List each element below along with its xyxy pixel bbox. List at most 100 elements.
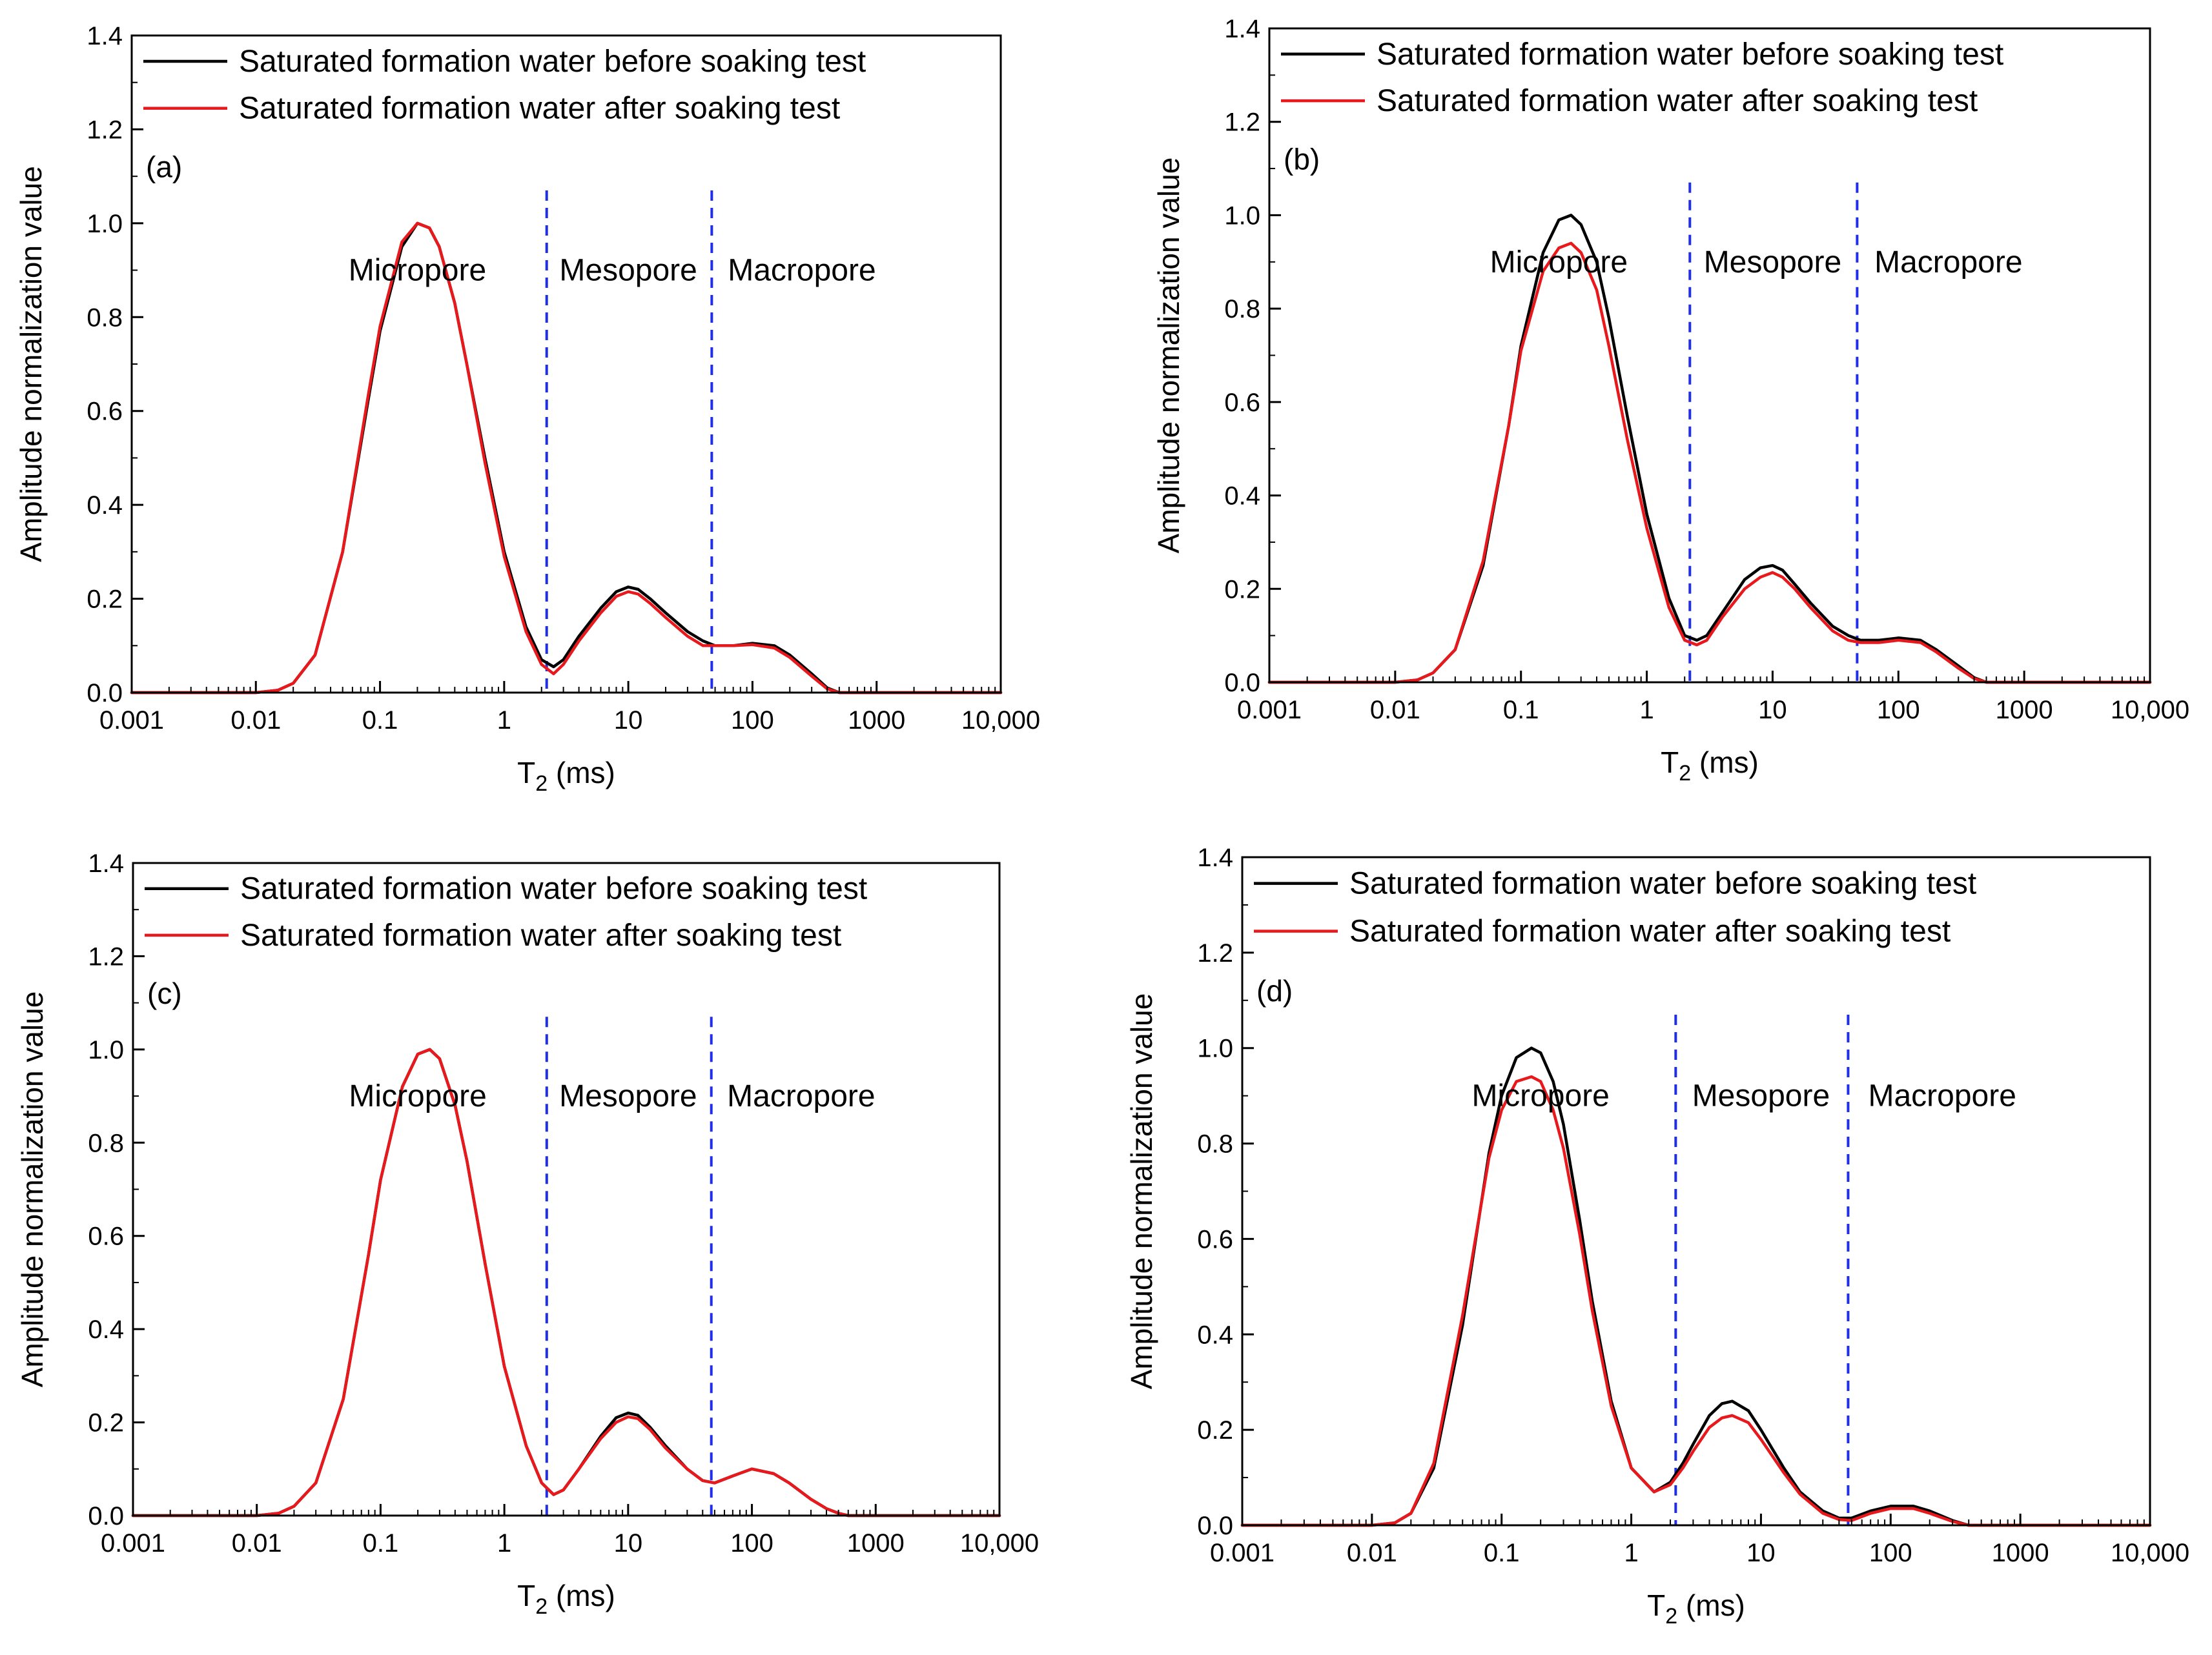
y-tick-label: 0.0 bbox=[1224, 669, 1260, 697]
y-tick-label: 1.0 bbox=[87, 210, 123, 238]
y-tick-label: 1.0 bbox=[88, 1036, 124, 1064]
y-tick-label: 0.6 bbox=[1197, 1225, 1233, 1254]
x-tick-label: 0.1 bbox=[362, 706, 398, 735]
x-tick-label: 0.001 bbox=[1210, 1539, 1275, 1567]
series-before-line bbox=[131, 1048, 1001, 1518]
y-tick-label: 0.2 bbox=[1197, 1416, 1233, 1445]
x-tick-label: 100 bbox=[731, 706, 774, 735]
plot-frame bbox=[1268, 27, 2151, 684]
x-tick-label: 0.01 bbox=[1347, 1539, 1397, 1567]
chart-panel-d: 0.001 0.01 0.1 1 10 100 1000 10,000 0.0 0.2 0.4 0.6… bbox=[1125, 844, 2189, 1629]
chart-panel-a: 0.001 0.01 0.1 1 10 100 1000 10,000 0.0 0.2 0.4 0.6… bbox=[14, 22, 1040, 796]
series-before-line bbox=[1240, 1046, 2152, 1527]
series-before-line bbox=[130, 221, 1003, 695]
x-tick-label: 10,000 bbox=[2111, 696, 2189, 724]
panel-label: (b) bbox=[1284, 143, 1320, 176]
y-tick-label: 0.2 bbox=[88, 1409, 124, 1437]
x-tick-label: 10 bbox=[1758, 696, 1787, 724]
x-tick-label: 0.1 bbox=[1484, 1539, 1520, 1567]
plot-frame bbox=[130, 34, 1002, 694]
x-tick-label: 100 bbox=[1869, 1539, 1912, 1567]
region-label-macropore: Macropore bbox=[728, 254, 876, 288]
region-label-mesopore: Mesopore bbox=[1692, 1079, 1830, 1113]
y-tick-label: 0.4 bbox=[1224, 482, 1260, 511]
series-after-line bbox=[1267, 241, 2152, 684]
x-axis-label: T2 (ms) bbox=[1661, 746, 1759, 786]
y-tick-label: 0.2 bbox=[1224, 575, 1260, 604]
y-tick-label: 0.8 bbox=[1197, 1130, 1233, 1159]
region-label-micropore: Micropore bbox=[349, 1079, 486, 1113]
y-axis-label: Amplitude normalization value bbox=[1152, 157, 1185, 554]
x-tick-label: 0.1 bbox=[363, 1529, 399, 1558]
y-tick-label: 1.2 bbox=[1224, 108, 1260, 137]
y-tick-label: 0.6 bbox=[1224, 389, 1260, 417]
y-tick-label: 1.2 bbox=[87, 116, 123, 144]
y-tick-label: 0.4 bbox=[88, 1315, 124, 1344]
plot-frame bbox=[132, 862, 1001, 1517]
legend-after-label: Saturated formation water after soaking … bbox=[240, 919, 841, 953]
x-tick-label: 1000 bbox=[847, 1529, 905, 1558]
series-after-line bbox=[131, 1048, 1001, 1518]
series-before-line bbox=[1267, 214, 2152, 684]
x-tick-label: 10 bbox=[614, 1529, 643, 1558]
y-tick-label: 1.2 bbox=[88, 942, 124, 971]
y-tick-label: 0.2 bbox=[87, 585, 123, 614]
x-tick-label: 1000 bbox=[1992, 1539, 2049, 1567]
chart-panel-c: 0.001 0.01 0.1 1 10 100 1000 10,000 0.0 0.2 0.4 0.6… bbox=[15, 849, 1039, 1619]
y-tick-label: 0.8 bbox=[1224, 295, 1260, 323]
y-tick-label: 1.0 bbox=[1224, 201, 1260, 230]
x-tick-label: 0.001 bbox=[101, 1529, 165, 1558]
y-axis-label: Amplitude normalization value bbox=[14, 166, 48, 562]
panel-label: (a) bbox=[146, 150, 182, 184]
y-tick-label: 1.0 bbox=[1197, 1035, 1233, 1063]
x-axis-label: T2 (ms) bbox=[1647, 1589, 1745, 1629]
y-tick-label: 0.6 bbox=[88, 1223, 124, 1251]
plot-frame bbox=[1241, 856, 2151, 1527]
y-tick-label: 0.6 bbox=[87, 398, 123, 426]
chart-panel-b: 0.001 0.01 0.1 1 10 100 1000 10,000 0.0 0.2 0.4 0.6… bbox=[1152, 15, 2189, 786]
legend-after-label: Saturated formation water after soaking … bbox=[239, 92, 840, 126]
legend-before-label: Saturated formation water before soaking… bbox=[240, 872, 867, 906]
series-after-line bbox=[130, 221, 1003, 695]
x-tick-label: 10,000 bbox=[2111, 1539, 2189, 1567]
y-tick-label: 1.4 bbox=[88, 849, 124, 878]
region-label-macropore: Macropore bbox=[1868, 1079, 2016, 1113]
x-tick-label: 0.001 bbox=[99, 706, 164, 735]
y-axis-label: Amplitude normalization value bbox=[15, 991, 49, 1388]
y-tick-label: 0.8 bbox=[87, 303, 123, 332]
x-tick-label: 1000 bbox=[848, 706, 905, 735]
x-tick-label: 1 bbox=[1639, 696, 1654, 724]
region-label-macropore: Macropore bbox=[1874, 245, 2022, 279]
y-tick-label: 0.8 bbox=[88, 1129, 124, 1157]
y-tick-label: 0.0 bbox=[1197, 1512, 1233, 1540]
x-axis-label: T2 (ms) bbox=[517, 1579, 615, 1619]
legend-before-label: Saturated formation water before soaking… bbox=[239, 45, 866, 79]
x-tick-label: 10 bbox=[614, 706, 643, 735]
legend-after-label: Saturated formation water after soaking … bbox=[1377, 84, 1978, 118]
x-tick-label: 100 bbox=[730, 1529, 773, 1558]
series-after-line bbox=[1240, 1075, 2152, 1527]
x-tick-label: 0.001 bbox=[1237, 696, 1302, 724]
legend-before-label: Saturated formation water before soaking… bbox=[1349, 867, 1976, 901]
x-tick-label: 1000 bbox=[1996, 696, 2053, 724]
x-tick-label: 100 bbox=[1877, 696, 1920, 724]
y-axis-label: Amplitude normalization value bbox=[1125, 993, 1158, 1390]
y-tick-label: 0.4 bbox=[87, 491, 123, 520]
y-tick-label: 0.4 bbox=[1197, 1321, 1233, 1349]
region-label-micropore: Micropore bbox=[349, 254, 486, 288]
legend-before-label: Saturated formation water before soaking… bbox=[1377, 37, 2003, 72]
x-axis-label: T2 (ms) bbox=[517, 756, 615, 796]
x-tick-label: 10,000 bbox=[961, 706, 1040, 735]
region-label-micropore: Micropore bbox=[1471, 1079, 1609, 1113]
region-label-mesopore: Mesopore bbox=[1704, 245, 1841, 279]
panel-label: (d) bbox=[1256, 974, 1293, 1008]
x-tick-label: 10,000 bbox=[960, 1529, 1039, 1558]
x-tick-label: 1 bbox=[1624, 1539, 1638, 1567]
x-tick-label: 0.01 bbox=[1370, 696, 1420, 724]
x-tick-label: 0.01 bbox=[230, 706, 281, 735]
y-tick-label: 0.0 bbox=[87, 679, 123, 707]
panel-label: (c) bbox=[147, 977, 182, 1010]
region-label-macropore: Macropore bbox=[727, 1079, 875, 1113]
y-tick-label: 1.4 bbox=[1197, 844, 1233, 872]
